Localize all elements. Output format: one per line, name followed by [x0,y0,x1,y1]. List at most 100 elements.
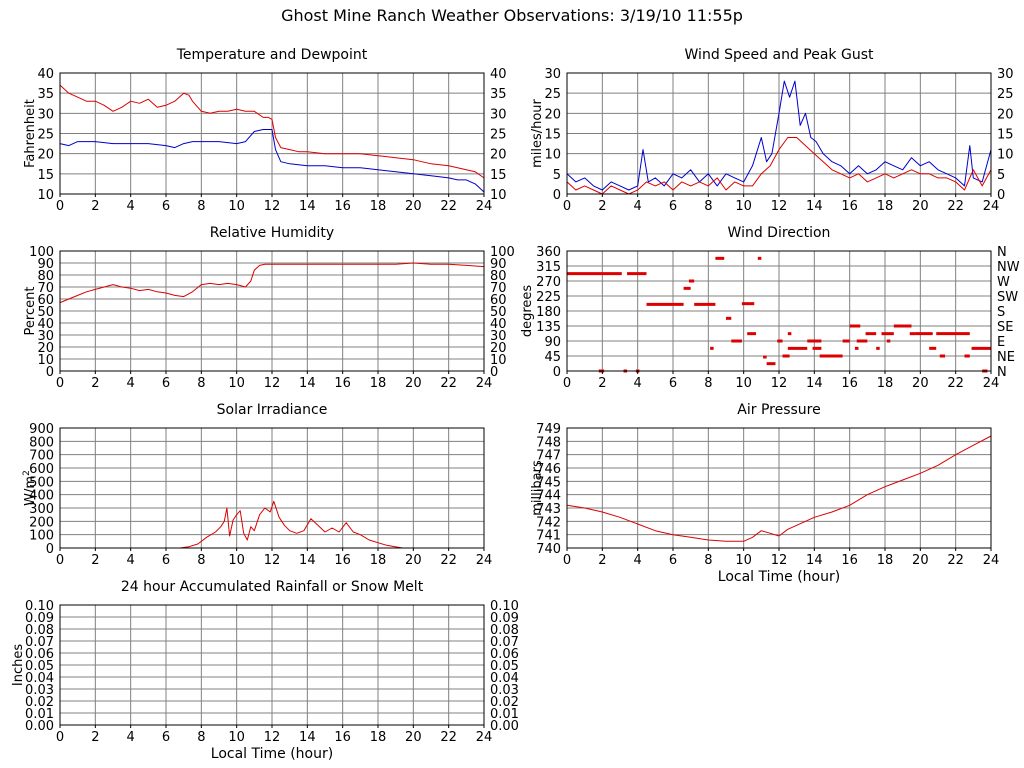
right-tick-label: E [997,335,1005,350]
x-tick-label: 0 [56,553,64,568]
right-tick-label: 70 [490,281,507,296]
x-tick-label: 4 [127,553,135,568]
y-tick-label: 10 [37,188,54,203]
right-tick-label: SW [997,290,1018,305]
x-tick-label: 22 [947,553,964,568]
x-tick-label: 0 [563,553,571,568]
right-tick-label: 15 [490,168,507,183]
x-tick-label: 16 [841,199,858,214]
x-tick-label: 12 [264,199,281,214]
x-tick-label: 24 [476,553,493,568]
y-tick-label: 0.06 [25,647,54,662]
chart-title: Air Pressure [737,402,820,418]
x-tick-label: 22 [440,376,457,391]
right-tick-label: 0.01 [490,707,519,722]
x-tick-label: 10 [735,376,752,391]
y-tick-label: 743 [536,502,561,517]
chart-title: Relative Humidity [210,225,334,241]
y-tick-label: 20 [544,107,561,122]
y-tick-label: 741 [536,529,561,544]
x-tick-label: 16 [334,553,351,568]
right-tick-label: 30 [490,107,507,122]
x-tick-label: 6 [669,376,677,391]
x-tick-label: 6 [162,199,170,214]
right-tick-label: 10 [490,353,507,368]
y-tick-label: 749 [536,422,561,437]
y-tick-label: 0.09 [25,611,54,626]
x-tick-label: 24 [983,376,1000,391]
y-tick-label: 315 [536,260,561,275]
right-tick-label: 40 [490,317,507,332]
y-tick-label: 0.01 [25,707,54,722]
right-tick-label: 0 [490,365,498,380]
right-tick-label: 0.03 [490,683,519,698]
x-tick-label: 10 [228,199,245,214]
x-tick-label: 10 [228,553,245,568]
x-tick-label: 0 [56,199,64,214]
y-tick-label: 20 [37,341,54,356]
x-tick-label: 22 [947,376,964,391]
x-tick-label: 24 [476,376,493,391]
x-tick-label: 12 [771,376,788,391]
y-tick-label: 900 [29,422,54,437]
x-tick-label: 2 [91,199,99,214]
x-tick-label: 18 [370,376,387,391]
right-tick-label: 90 [490,257,507,272]
y-tick-label: 35 [37,87,54,102]
y-tick-label: 600 [29,462,54,477]
x-tick-label: 20 [405,376,422,391]
x-tick-label: 4 [634,199,642,214]
x-tick-label: 20 [405,553,422,568]
x-tick-label: 20 [912,553,929,568]
chart-title: 24 hour Accumulated Rainfall or Snow Mel… [121,579,424,595]
right-tick-label: 0.02 [490,695,519,710]
x-tick-label: 22 [440,199,457,214]
x-tick-label: 12 [264,376,281,391]
y-tick-label: 70 [37,281,54,296]
y-tick-label: 0 [553,188,561,203]
y-tick-label: 742 [536,515,561,530]
right-tick-label: 0.09 [490,611,519,626]
y-tick-label: 300 [29,502,54,517]
x-tick-label: 6 [162,553,170,568]
right-tick-label: N [997,365,1007,380]
x-tick-label: 22 [947,199,964,214]
y-tick-label: 90 [544,335,561,350]
right-tick-label: 15 [997,128,1014,143]
x-tick-label: 20 [912,199,929,214]
right-tick-label: 5 [997,168,1005,183]
y-tick-label: 40 [37,67,54,82]
y-tick-label: 746 [536,462,561,477]
y-tick-label: 400 [29,489,54,504]
x-tick-label: 16 [334,376,351,391]
x-tick-label: 8 [704,199,712,214]
y-tick-label: 0.03 [25,683,54,698]
x-tick-label: 4 [127,730,135,745]
right-tick-label: 0.00 [490,719,519,734]
x-tick-label: 6 [162,730,170,745]
x-tick-label: 12 [264,730,281,745]
x-tick-label: 0 [563,199,571,214]
x-tick-label: 6 [669,199,677,214]
x-tick-label: 22 [440,730,457,745]
chart-title: Temperature and Dewpoint [176,47,368,63]
y-tick-label: 200 [29,515,54,530]
x-tick-label: 2 [91,730,99,745]
y-tick-label: 0.08 [25,623,54,638]
x-tick-label: 16 [841,553,858,568]
x-tick-label: 20 [405,730,422,745]
y-axis-label: millibars [530,460,545,516]
y-axis-label: Inches [11,644,26,686]
right-tick-label: 0.08 [490,623,519,638]
y-tick-label: 25 [37,128,54,143]
y-tick-label: 30 [544,67,561,82]
y-tick-label: 225 [536,290,561,305]
y-tick-label: 50 [37,305,54,320]
x-tick-label: 16 [334,730,351,745]
x-tick-label: 2 [91,376,99,391]
chart-title: Solar Irradiance [217,402,328,418]
right-tick-label: 20 [490,341,507,356]
